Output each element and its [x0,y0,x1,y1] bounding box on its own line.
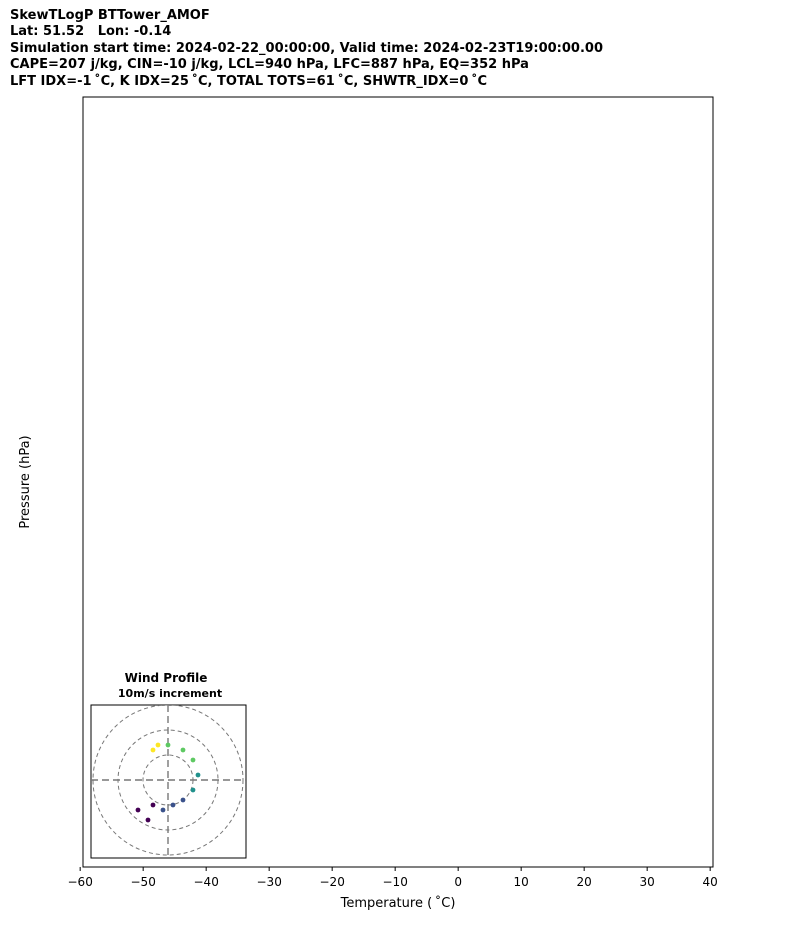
hodograph-ring [92,705,244,856]
x-tick-label: −60 [68,875,93,889]
location-line: Lat: 51.52 Lon: -0.14 [10,24,172,40]
chart-title: SkewTLogP BTTower_AMOF [10,8,210,23]
hodograph-point [165,742,171,748]
inset-title: Wind Profile [125,671,208,685]
x-tick-label: 0 [454,875,462,889]
hodograph-point [160,807,166,813]
plot-frame [82,96,714,868]
x-tick-label: −40 [194,875,219,889]
x-axis-label: Temperature ( ˚C) [340,895,456,911]
wind-profile-inset: Wind Profile 10m/s increment [90,671,247,859]
x-tick-label: −20 [320,875,345,889]
hodograph-point [170,802,176,808]
hodograph-point [135,807,141,813]
hodograph-point [155,742,161,748]
inset-subtitle: 10m/s increment [118,687,222,700]
axes: −60−50−40−30−20−100102030401000900800700… [68,867,718,889]
x-tick-label: 20 [577,875,592,889]
cape-line: CAPE=207 j/kg, CIN=-10 j/kg, LCL=940 hPa… [10,57,529,73]
hodograph-point [180,747,186,753]
x-tick-label: −10 [383,875,408,889]
hodograph-point [145,817,151,823]
x-tick-label: −50 [131,875,156,889]
hodograph-point [195,772,201,778]
hodograph-point [180,797,186,803]
time-line: Simulation start time: 2024-02-22_00:00:… [10,40,603,56]
inset-plot [91,705,246,858]
hodograph-point [190,757,196,763]
x-tick-label: −30 [257,875,282,889]
x-tick-label: 40 [703,875,718,889]
chart-header: SkewTLogP BTTower_AMOF Lat: 51.52 Lon: -… [10,8,603,90]
x-tick-label: 10 [514,875,529,889]
hodograph-point [150,802,156,808]
hodograph-point [150,747,156,753]
y-axis-label: Pressure (hPa) [18,435,33,528]
index-line: LFT IDX=-1 ˚C, K IDX=25 ˚C, TOTAL TOTS=6… [10,73,488,89]
hodograph-point [190,787,196,793]
x-tick-label: 30 [640,875,655,889]
